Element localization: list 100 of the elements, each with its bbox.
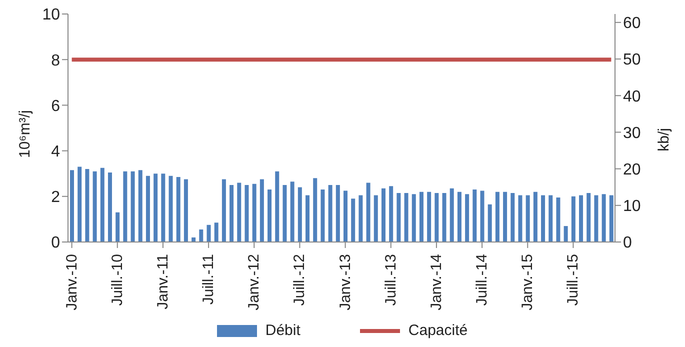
bar <box>328 185 332 242</box>
bar <box>78 166 82 242</box>
bar <box>457 192 462 242</box>
bar <box>518 195 522 242</box>
x-tick-label: Janv.-15 <box>519 254 536 310</box>
x-tick-label: Janv.-12 <box>246 254 263 310</box>
bar <box>214 222 218 242</box>
bar <box>465 194 470 242</box>
bar <box>442 192 446 242</box>
bar <box>366 182 370 242</box>
bar <box>586 192 591 242</box>
bar <box>206 224 211 242</box>
bar <box>336 185 340 242</box>
y2-tick-label: 0 <box>623 234 632 252</box>
bar <box>268 190 272 242</box>
y-tick-label: 0 <box>51 234 60 252</box>
y-axis-title: 10⁶m³/j <box>16 110 34 158</box>
bar <box>472 190 477 242</box>
y-tick-label: 6 <box>51 98 60 115</box>
bar <box>184 179 188 242</box>
bar <box>427 192 432 242</box>
bar <box>237 182 242 242</box>
bar <box>244 185 249 242</box>
y-tick-label: 10 <box>42 6 60 24</box>
bar <box>222 179 226 242</box>
bar <box>396 192 401 242</box>
bar <box>358 195 363 242</box>
x-tick-label: Janv.-14 <box>428 254 445 310</box>
bar <box>389 186 394 242</box>
bar <box>168 176 173 242</box>
y2-tick-label: 20 <box>623 161 641 178</box>
bar <box>306 195 310 242</box>
bar <box>146 176 150 242</box>
bar <box>100 168 104 242</box>
bar <box>116 212 120 242</box>
bar <box>533 192 538 242</box>
y2-tick-label: 40 <box>623 88 641 106</box>
bar <box>541 195 546 242</box>
bar <box>510 192 515 242</box>
x-tick-label: Juill.-11 <box>200 254 218 305</box>
bar <box>503 192 508 242</box>
x-tick-label: Juill.-14 <box>474 254 491 306</box>
bar <box>381 188 386 242</box>
bar <box>108 172 112 242</box>
bar <box>252 184 256 242</box>
bar <box>320 190 325 242</box>
bar <box>260 179 264 242</box>
bar <box>344 190 348 242</box>
x-tick-label: Janv.-13 <box>336 254 354 310</box>
bar <box>199 229 204 242</box>
bar <box>488 204 492 242</box>
y2-tick-label: 60 <box>623 15 641 32</box>
y2-tick-label: 30 <box>623 124 641 142</box>
y2-tick-label: 50 <box>623 52 641 69</box>
bar <box>526 195 530 242</box>
legend-label: Débit <box>265 322 300 339</box>
bar <box>130 171 135 242</box>
bar <box>313 178 318 242</box>
y-tick-label: 2 <box>51 189 60 206</box>
bar <box>579 195 584 242</box>
bar <box>154 174 158 242</box>
y2-tick-label: 10 <box>623 198 641 216</box>
bar <box>123 171 128 242</box>
bar <box>290 182 294 242</box>
bar <box>230 185 234 242</box>
bar <box>85 169 90 242</box>
bar <box>70 170 74 242</box>
y-tick-label: 8 <box>51 52 60 70</box>
bar <box>176 177 180 242</box>
bar <box>434 192 439 242</box>
x-tick-label: Juill.-13 <box>382 254 400 306</box>
x-tick-label: Janv.-10 <box>63 254 80 310</box>
bar <box>548 195 553 242</box>
bar <box>495 192 500 242</box>
y2-axis-title: kb/j <box>655 128 672 152</box>
bar <box>412 194 416 242</box>
bar <box>404 192 408 242</box>
bar <box>564 226 568 242</box>
x-tick-label: Janv.-11 <box>154 254 172 310</box>
bar <box>351 198 356 242</box>
bar <box>298 187 302 242</box>
bar <box>609 195 614 242</box>
bar <box>602 194 606 242</box>
bar <box>161 174 166 242</box>
bar <box>419 192 424 242</box>
bar <box>480 190 484 242</box>
bar <box>92 171 97 242</box>
bar <box>571 196 576 242</box>
bar <box>138 170 142 242</box>
bar <box>374 195 378 242</box>
x-tick-label: Juill.-12 <box>291 254 308 306</box>
bar <box>282 185 287 242</box>
x-tick-label: Juill.-15 <box>564 254 582 306</box>
bar <box>594 195 598 242</box>
bar <box>275 171 280 242</box>
bar <box>556 198 560 242</box>
legend-label: Capacité <box>408 322 468 339</box>
y-tick-label: 4 <box>51 143 60 160</box>
x-tick-label: Juill.-10 <box>108 254 126 306</box>
bar <box>450 188 454 242</box>
